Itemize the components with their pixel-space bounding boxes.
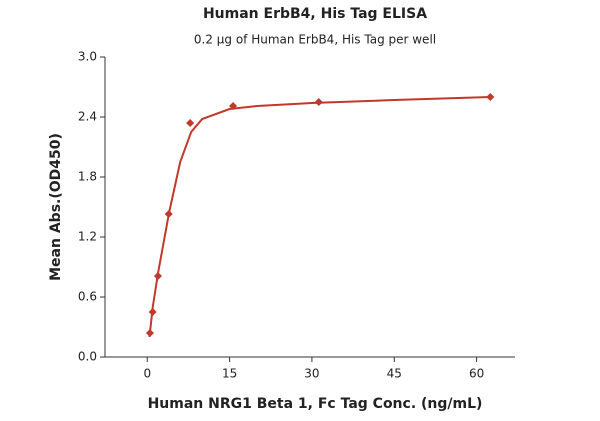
- data-point: [229, 102, 238, 110]
- y-tick-label: 2.4: [78, 110, 97, 124]
- y-tick-label: 3.0: [78, 50, 97, 64]
- x-tick-label: 45: [387, 367, 402, 381]
- y-axis-label: Mean Abs.(OD450): [48, 133, 64, 281]
- data-point: [153, 272, 162, 280]
- x-tick-label: 0: [143, 367, 151, 381]
- chart-subtitle: 0.2 μg of Human ErbB4, His Tag per well: [194, 33, 436, 47]
- y-tick-label: 1.8: [78, 170, 97, 184]
- data-point: [148, 308, 157, 316]
- y-tick-label: 0.6: [78, 290, 97, 304]
- data-point: [145, 329, 154, 337]
- data-point: [314, 98, 323, 106]
- chart-title: Human ErbB4, His Tag ELISA: [203, 6, 427, 22]
- x-axis-label: Human NRG1 Beta 1, Fc Tag Conc. (ng/mL): [148, 396, 483, 412]
- y-tick-label: 0.0: [78, 350, 97, 364]
- x-tick-label: 60: [469, 367, 484, 381]
- data-point: [486, 93, 495, 101]
- fit-curve: [148, 96, 491, 338]
- x-tick-label: 30: [304, 367, 319, 381]
- x-tick-label: 15: [222, 367, 237, 381]
- y-tick-label: 1.2: [78, 230, 97, 244]
- data-point: [186, 119, 195, 127]
- data-point: [164, 210, 173, 218]
